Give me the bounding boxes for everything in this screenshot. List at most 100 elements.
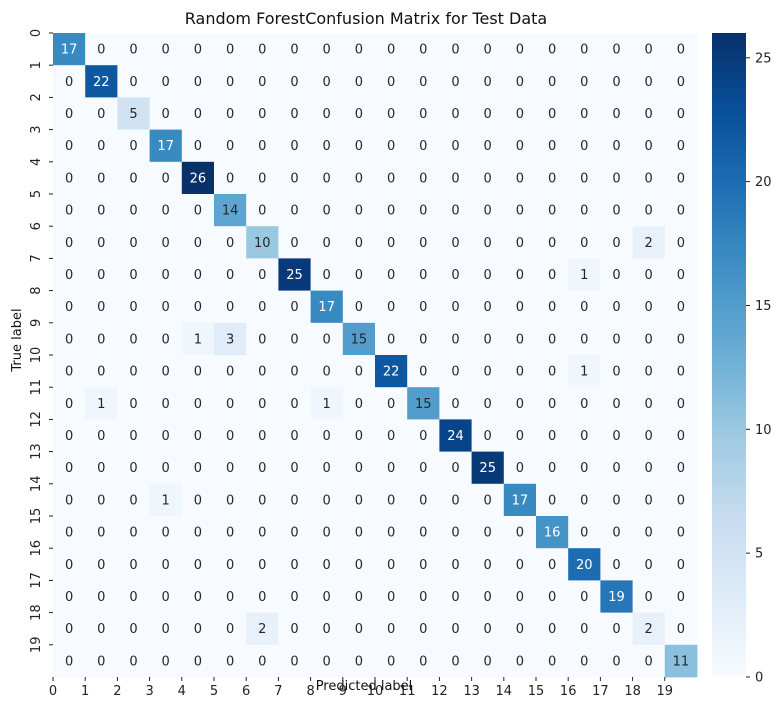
heatmap-cell (278, 65, 311, 98)
cell-value-label: 0 (290, 654, 298, 669)
cell-value-label: 0 (645, 204, 653, 219)
cell-value-label: 0 (419, 43, 427, 58)
heatmap-cell (439, 612, 472, 646)
heatmap-cell (149, 33, 183, 66)
x-axis-ticks: 0 1 2 3 4 5 6 7 8 9 10 11 12 13 14 15 16 17 18 19 (49, 677, 673, 699)
heatmap-cell (439, 387, 472, 420)
cell-value-label: 22 (93, 75, 110, 90)
heatmap-cell (471, 322, 505, 356)
heatmap-cell (117, 483, 150, 517)
heatmap-cell (85, 322, 118, 356)
cell-value-label: 0 (290, 558, 298, 573)
heatmap-cell (600, 226, 633, 259)
cell-value-label: 15 (415, 397, 432, 412)
heatmap-cell (632, 194, 666, 227)
heatmap-cell (53, 580, 86, 613)
heatmap-cell (600, 580, 633, 613)
heatmap-cell (214, 322, 247, 356)
cell-value-label: 0 (612, 332, 620, 347)
cell-value-label: 0 (290, 204, 298, 219)
cell-value-label: 0 (194, 43, 202, 58)
heatmap-cell (600, 33, 633, 66)
heatmap-cell (278, 161, 311, 195)
heatmap-cell (536, 161, 569, 195)
cell-value-label: 0 (677, 75, 685, 90)
heatmap-cell (407, 516, 440, 549)
cell-value-label: 0 (484, 75, 492, 90)
y-tick-label: 18 (29, 604, 44, 621)
cell-value-label: 0 (548, 654, 556, 669)
y-tick-label: 7 (29, 254, 44, 262)
heatmap-cell (149, 483, 183, 517)
cell-value-label: 1 (580, 268, 588, 283)
cell-value-label: 0 (258, 397, 266, 412)
cell-value-label: 1 (162, 493, 170, 508)
cell-value-label: 0 (645, 139, 653, 154)
heatmap-cell (632, 419, 666, 452)
heatmap-cell (600, 258, 633, 291)
heatmap-cell (439, 451, 472, 485)
cell-value-label: 0 (419, 268, 427, 283)
heatmap-cell (342, 419, 376, 452)
cell-value-label: 0 (355, 204, 363, 219)
cell-value-label: 0 (612, 397, 620, 412)
cell-value-label: 0 (129, 236, 137, 251)
cell-value-label: 0 (484, 236, 492, 251)
x-tick-label: 9 (339, 684, 347, 699)
heatmap-cell (568, 516, 601, 549)
heatmap-cell (407, 290, 440, 324)
heatmap-cell (53, 419, 86, 452)
heatmap-cell (439, 419, 472, 452)
y-tick-label: 10 (29, 347, 44, 364)
cell-value-label: 0 (677, 590, 685, 605)
cell-value-label: 0 (451, 365, 459, 380)
x-tick-label: 7 (274, 684, 282, 699)
cell-value-label: 0 (97, 365, 105, 380)
heatmap-cell (310, 226, 344, 259)
cell-value-label: 0 (419, 107, 427, 122)
cell-value-label: 0 (258, 139, 266, 154)
heatmap-cell (375, 194, 408, 227)
cell-value-label: 0 (226, 397, 234, 412)
cell-value-label: 25 (286, 268, 303, 283)
cell-value-label: 0 (65, 429, 73, 444)
cell-value-label: 0 (97, 107, 105, 122)
x-axis-label: Predicted label (316, 679, 413, 694)
heatmap-cell (117, 451, 150, 485)
cell-value-label: 0 (258, 654, 266, 669)
cell-value-label: 0 (612, 75, 620, 90)
heatmap-cell (278, 226, 311, 259)
cell-value-label: 0 (516, 558, 524, 573)
heatmap-cell (536, 129, 569, 163)
heatmap-cell (536, 355, 569, 388)
heatmap-cell (471, 161, 505, 195)
cell-value-label: 0 (194, 429, 202, 444)
cell-value-label: 0 (162, 590, 170, 605)
heatmap-cell (53, 161, 86, 195)
cell-value-label: 0 (65, 590, 73, 605)
cell-value-label: 25 (479, 461, 496, 476)
heatmap-cell (246, 33, 279, 66)
cell-value-label: 0 (677, 204, 685, 219)
heatmap-cell (632, 129, 666, 163)
heatmap-cell (407, 387, 440, 420)
cell-value-label: 0 (323, 139, 331, 154)
cell-value-label: 0 (194, 236, 202, 251)
heatmap-cell (149, 612, 183, 646)
heatmap-cell (342, 194, 376, 227)
heatmap-cell (117, 194, 150, 227)
heatmap-cell (503, 451, 537, 485)
cell-value-label: 0 (612, 139, 620, 154)
cell-value-label: 0 (548, 236, 556, 251)
cell-value-label: 0 (129, 461, 137, 476)
cell-value-label: 0 (677, 429, 685, 444)
heatmap-cell (632, 612, 666, 646)
heatmap-cell (342, 290, 376, 324)
heatmap-cell (246, 129, 279, 163)
cell-value-label: 0 (355, 461, 363, 476)
cell-value-label: 0 (387, 429, 395, 444)
cell-value-label: 0 (290, 171, 298, 186)
heatmap-cell (53, 65, 86, 98)
cell-value-label: 0 (484, 300, 492, 315)
heatmap-cell (117, 548, 150, 581)
